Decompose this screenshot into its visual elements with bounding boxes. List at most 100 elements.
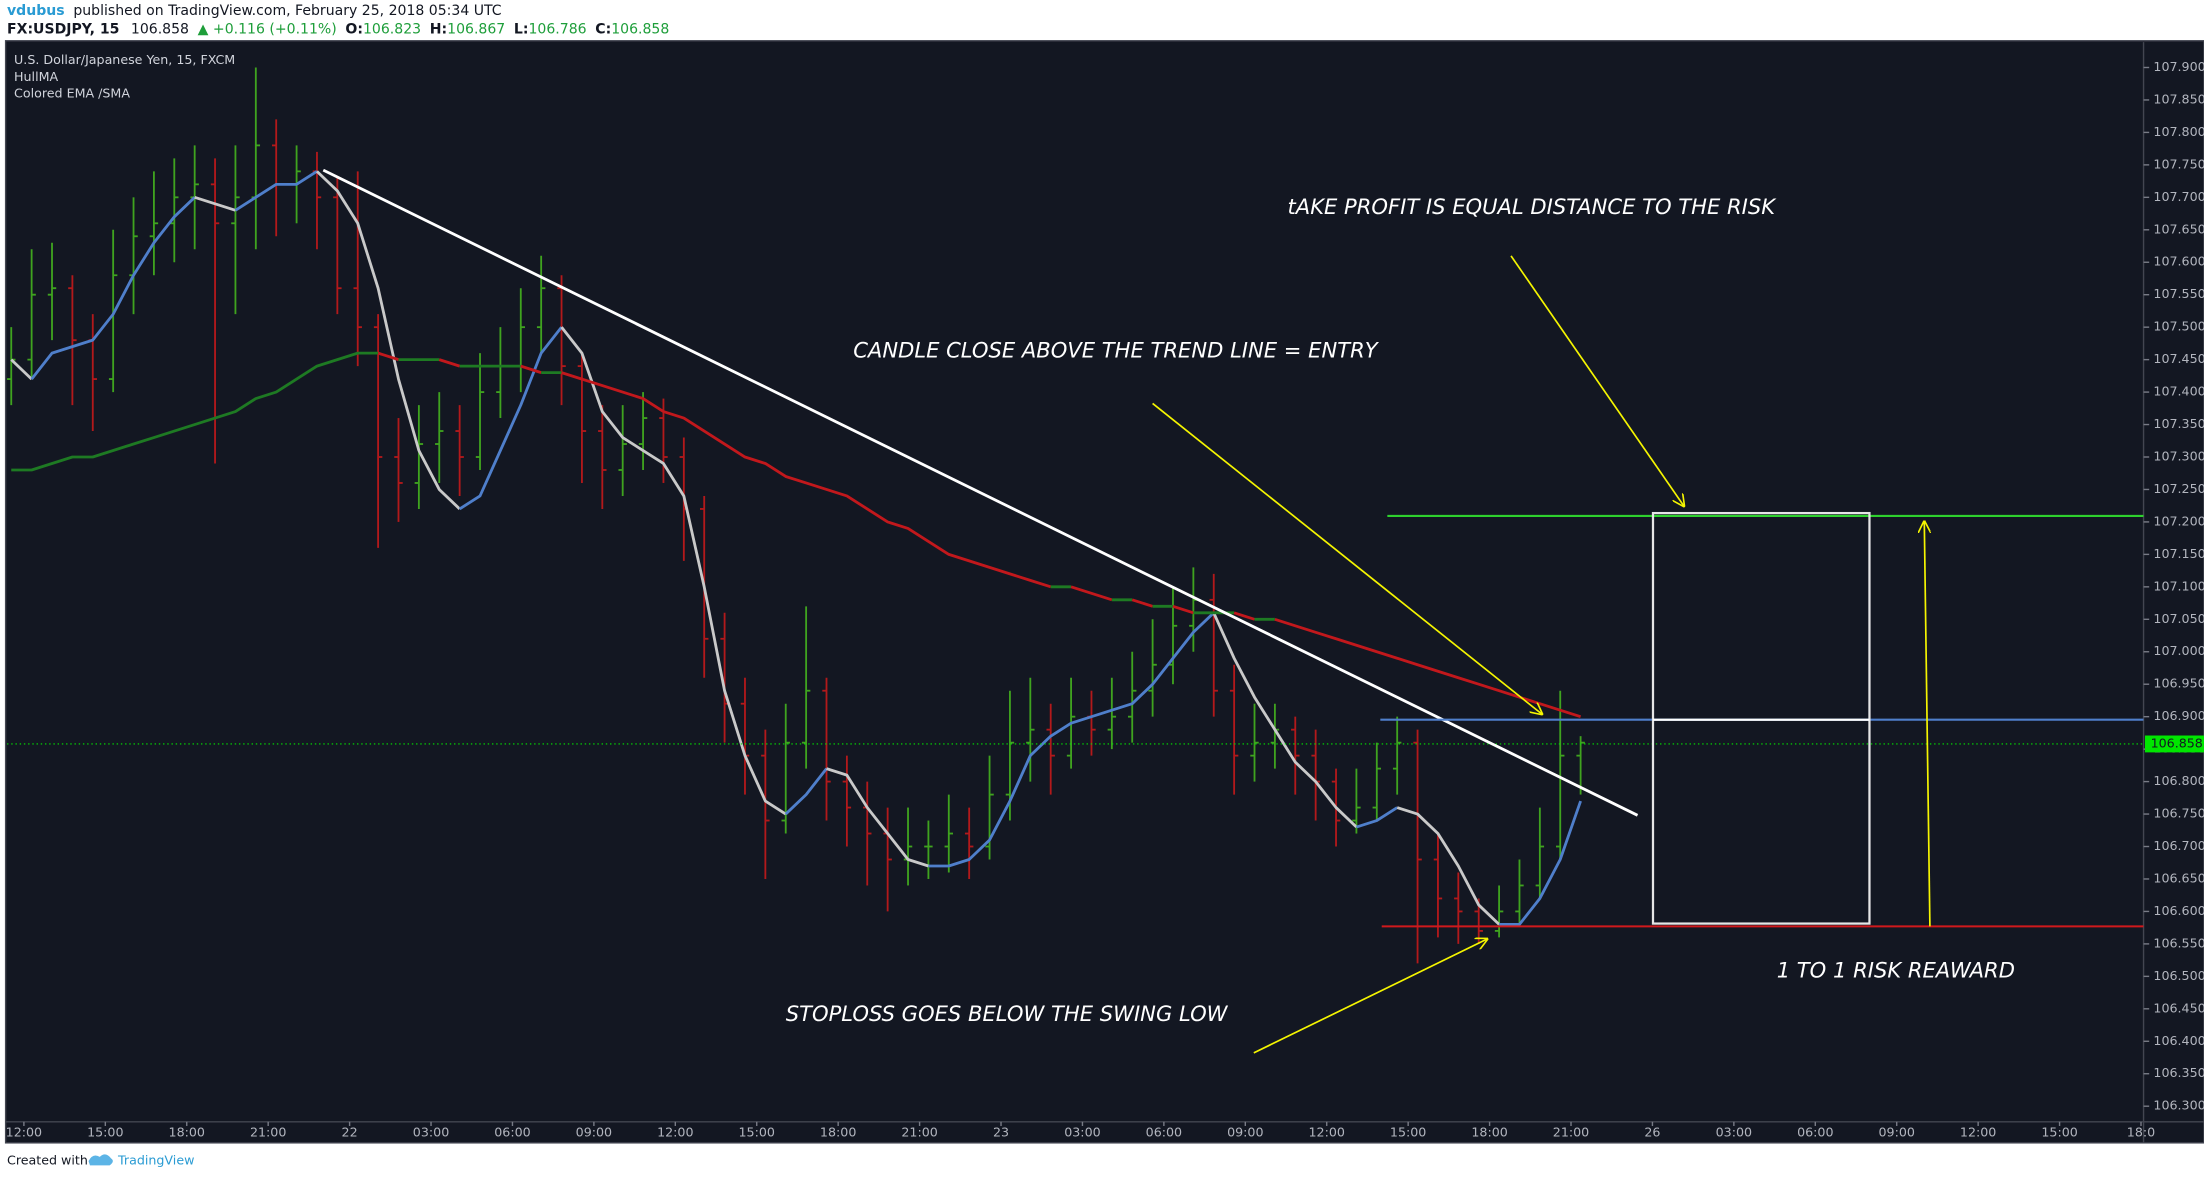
field-label: O: (345, 22, 363, 38)
ma-line (1499, 800, 1582, 926)
field-label: H: (430, 22, 447, 38)
y-tick-label: 107.350 (2153, 416, 2204, 431)
arrow[interactable] (1924, 522, 1930, 927)
ma-line (1172, 604, 1194, 615)
arrow[interactable] (1510, 255, 1684, 506)
y-tick-label: 106.500 (2153, 968, 2204, 983)
field-label: L: (514, 22, 529, 38)
x-tick-label: 03:00 (1064, 1125, 1100, 1140)
footer-brand[interactable]: TradingView (117, 1153, 194, 1168)
ma-line (1274, 617, 1582, 719)
arrow[interactable] (1253, 939, 1487, 1054)
y-tick-label: 107.550 (2153, 286, 2204, 301)
annotation[interactable]: CANDLE CLOSE ABOVE THE TREND LINE = ENTR… (853, 337, 1380, 362)
field-value: 106.786 (528, 22, 586, 38)
ma-line (194, 195, 236, 212)
y-tick-label: 106.800 (2153, 773, 2204, 788)
y-tick-label: 106.450 (2153, 1000, 2204, 1015)
trend-line[interactable] (322, 168, 1639, 817)
x-tick-label: 03:00 (1716, 1125, 1752, 1140)
chart-title: U.S. Dollar/Japanese Yen, 15, FXCM (14, 52, 235, 67)
ma-line (377, 351, 399, 361)
y-tick-label: 107.600 (2153, 254, 2204, 269)
author[interactable]: vdubus (7, 3, 65, 19)
ma-line (784, 767, 828, 816)
field-value: 106.867 (447, 22, 505, 38)
ma-line (1131, 598, 1154, 608)
y-tick-label: 107.500 (2153, 319, 2204, 334)
y-tick-label: 107.100 (2153, 578, 2204, 593)
y-tick-label: 106.700 (2153, 838, 2204, 853)
x-tick-label: 15:00 (87, 1125, 123, 1140)
change: ▲ +0.116 (+0.11%) (198, 22, 337, 38)
x-tick-label: 22 (342, 1125, 358, 1140)
y-tick-label: 107.200 (2153, 513, 2204, 528)
logo (88, 1154, 113, 1166)
arrow[interactable] (1152, 402, 1542, 714)
quote-line: FX:USDJPY, 15 106.858 ▲ +0.116 (+0.11%) … (7, 22, 669, 38)
y-tick-label: 106.300 (2153, 1098, 2204, 1113)
x-tick-label: 21:00 (250, 1125, 286, 1140)
y-tick-label: 106.400 (2153, 1033, 2204, 1048)
ma-line (1212, 612, 1358, 829)
x-tick-label: 18:0 (2127, 1125, 2155, 1140)
field-value: 106.858 (611, 22, 669, 38)
x-tick-label: 26 (1644, 1125, 1660, 1140)
legend-entry[interactable]: HullMA (14, 69, 58, 84)
ma-line (520, 364, 542, 374)
annotation[interactable]: 1 TO 1 RISK REAWARD (1777, 957, 2015, 982)
x-tick-label: 12:00 (657, 1125, 693, 1140)
x-tick-label: 21:00 (1553, 1125, 1589, 1140)
y-tick-label: 107.750 (2153, 156, 2204, 171)
symbol: FX:USDJPY, 15 (7, 22, 119, 38)
y-tick-label: 107.150 (2153, 546, 2204, 561)
x-tick-label: 21:00 (901, 1125, 937, 1140)
header-line: vdubus published on TradingView.com, Feb… (7, 3, 502, 19)
last-price-label: 106.858 (2151, 735, 2203, 750)
ma-line (1070, 585, 1113, 602)
annotation[interactable]: tAKE PROFIT IS EQUAL DISTANCE TO THE RIS… (1288, 194, 1778, 219)
x-tick-label: 18:00 (1471, 1125, 1507, 1140)
risk-reward-box[interactable] (1651, 511, 1871, 925)
x-tick-label: 06:00 (1797, 1125, 1833, 1140)
ma-line (1396, 806, 1501, 926)
ma-line (234, 170, 318, 212)
y-tick-label: 107.700 (2153, 189, 2204, 204)
y-tick-label: 106.900 (2153, 708, 2204, 723)
ma-line (561, 371, 1052, 589)
x-tick-label: 06:00 (1146, 1125, 1182, 1140)
chart-panel (4, 40, 2204, 1144)
x-tick-label: 09:00 (1227, 1125, 1263, 1140)
ma-line (928, 611, 1215, 868)
x-tick-label: 09:00 (576, 1125, 612, 1140)
y-tick-label: 107.800 (2153, 124, 2204, 139)
series-layer (7, 67, 2144, 964)
y-tick-label: 106.750 (2153, 806, 2204, 821)
x-tick-label: 12:00 (1960, 1125, 1996, 1140)
published: published on TradingView.com, February 2… (73, 3, 501, 19)
x-tick-label: 15:00 (739, 1125, 775, 1140)
legend-entry[interactable]: Colored EMA /SMA (14, 86, 130, 101)
y-tick-label: 107.400 (2153, 384, 2204, 399)
y-tick-label: 107.300 (2153, 449, 2204, 464)
y-tick-label: 107.450 (2153, 351, 2204, 366)
x-tick-label: 15:00 (2041, 1125, 2077, 1140)
ma-line (458, 326, 563, 511)
annotation[interactable]: STOPLOSS GOES BELOW THE SWING LOW (786, 1001, 1229, 1026)
y-tick-label: 107.850 (2153, 91, 2204, 106)
x-tick-label: 15:00 (1390, 1125, 1426, 1140)
footer-created: Created with (7, 1153, 88, 1168)
field-value: 106.823 (363, 22, 421, 38)
ma-line (1355, 806, 1398, 829)
y-tick-label: 107.000 (2153, 643, 2204, 658)
drawings: tAKE PROFIT IS EQUAL DISTANCE TO THE RIS… (322, 168, 2144, 1054)
x-tick-label: 09:00 (1879, 1125, 1915, 1140)
ma-line (10, 358, 33, 381)
y-tick-label: 107.650 (2153, 221, 2204, 236)
y-tick-label: 106.600 (2153, 903, 2204, 918)
ma-line (30, 196, 196, 380)
ma-line (826, 767, 929, 868)
y-tick-label: 107.050 (2153, 611, 2204, 626)
